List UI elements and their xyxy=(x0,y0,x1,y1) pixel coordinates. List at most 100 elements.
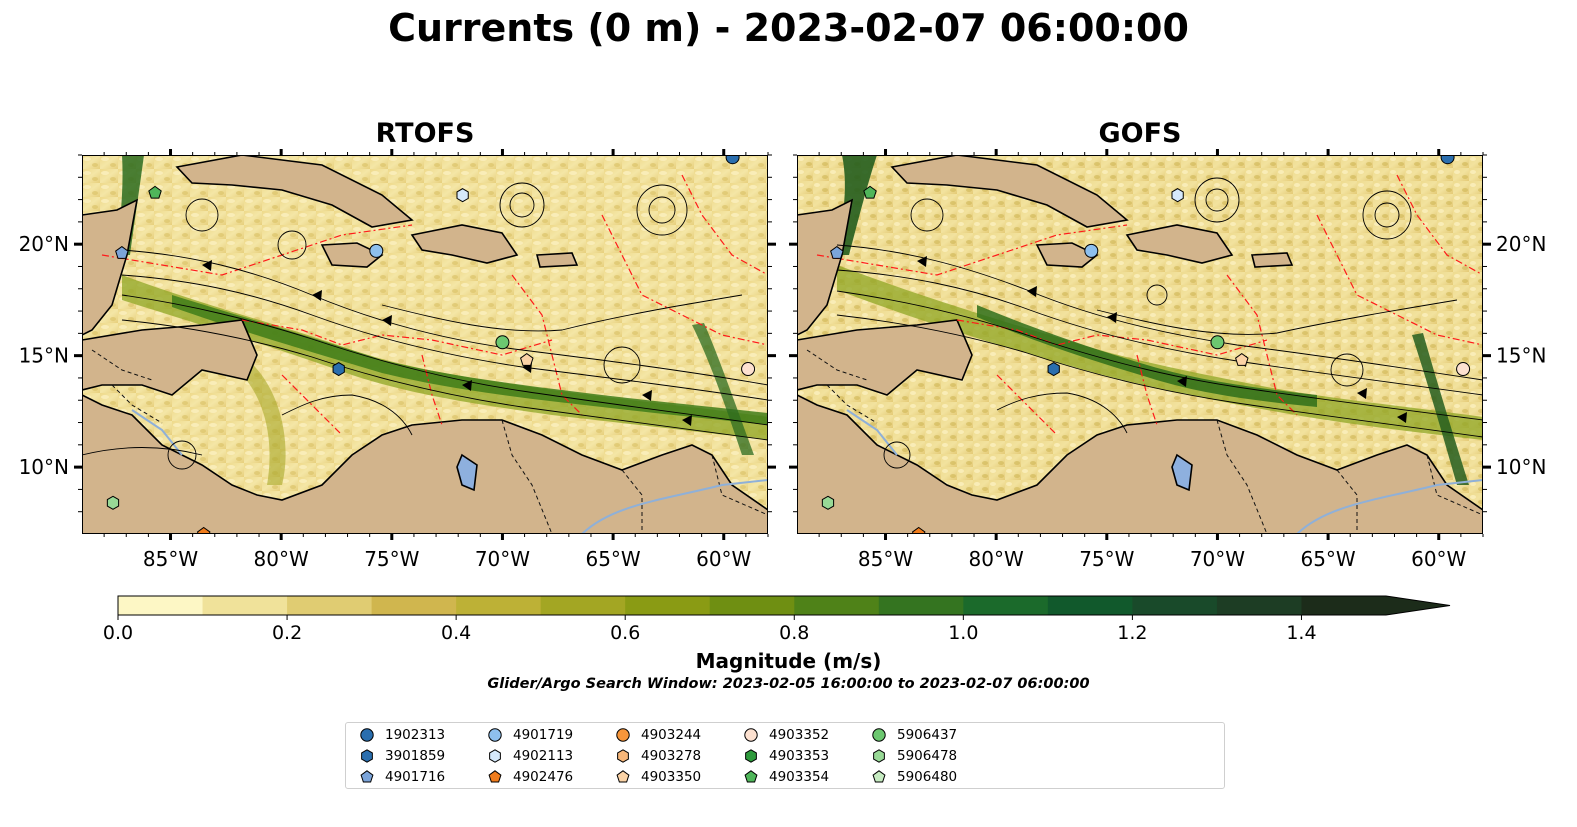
colorbar-segment xyxy=(371,596,457,615)
legend-marker-pentagon xyxy=(744,770,758,783)
streamlines xyxy=(836,177,1483,469)
legend-label: 4903350 xyxy=(641,769,702,785)
float-markers xyxy=(106,155,756,534)
float-marker-3901859 xyxy=(332,361,345,377)
legend-item: 4903350 xyxy=(614,767,701,787)
float-marker-5906478 xyxy=(821,495,835,510)
legend-marker-hexagon xyxy=(361,749,373,763)
legend-marker-circle xyxy=(872,728,886,742)
colorbar-tick-label: 0.0 xyxy=(102,622,134,644)
float-marker-5906437 xyxy=(1210,335,1225,350)
colorbar xyxy=(117,595,1451,620)
rivers xyxy=(846,409,1483,534)
legend-label: 4902113 xyxy=(513,748,574,764)
figure-title: Currents (0 m) - 2023-02-07 06:00:00 xyxy=(388,6,1189,50)
lon-tick-label: 85°W xyxy=(858,547,913,571)
lon-tick-label: 70°W xyxy=(475,547,530,571)
legend-item: 4901716 xyxy=(358,767,445,787)
colorbar-segment xyxy=(456,596,542,615)
legend-item: 5906478 xyxy=(870,746,957,766)
colorbar-tick-label: 0.2 xyxy=(271,622,303,644)
float-marker-4902476 xyxy=(196,526,211,534)
streamlines xyxy=(82,182,768,470)
legend-label: 5906480 xyxy=(897,769,958,785)
legend-label: 5906478 xyxy=(897,748,958,764)
legend-label: 4901716 xyxy=(385,769,446,785)
legend-label: 4903278 xyxy=(641,748,702,764)
legend-marker-pentagon xyxy=(488,770,502,783)
legend-item: 4901719 xyxy=(486,725,573,745)
float-marker-1902313 xyxy=(1440,155,1455,165)
lon-tick-label: 60°W xyxy=(696,547,751,571)
colorbar-segment xyxy=(963,596,1049,615)
colorbar-tick-label: 0.4 xyxy=(441,622,472,644)
lat-tick-label: 10°N xyxy=(19,455,69,479)
legend-marker-hexagon xyxy=(873,749,885,763)
float-marker-3901859 xyxy=(1047,361,1060,377)
lon-tick-label: 70°W xyxy=(1190,547,1245,571)
float-marker-5906478 xyxy=(106,495,120,510)
legend-marker-hexagon xyxy=(489,749,501,763)
legend-label: 1902313 xyxy=(385,727,446,743)
lon-tick-label: 75°W xyxy=(1079,547,1134,571)
legend-label: 4903354 xyxy=(769,769,830,785)
float-marker-4903350 xyxy=(520,352,534,366)
lon-tick-label: 80°W xyxy=(254,547,309,571)
float-marker-5906437 xyxy=(495,335,510,350)
legend-marker-circle xyxy=(360,728,374,742)
colorbar-segment xyxy=(118,596,204,615)
colorbar-tick-label: 1.4 xyxy=(1286,622,1317,644)
float-marker-4902113 xyxy=(456,188,469,203)
legend-item: 5906480 xyxy=(870,767,957,787)
legend-marker-circle xyxy=(744,728,758,742)
legend-marker-pentagon xyxy=(360,770,374,783)
float-marker-4901719 xyxy=(1084,243,1099,258)
float-legend: 1902313 3901859 4901716 4901719 4902113 49024… xyxy=(345,722,1225,789)
float-markers xyxy=(821,155,1471,534)
colorbar-segment xyxy=(1047,596,1133,615)
colorbar-extend-arrow xyxy=(1386,596,1450,615)
map-frame xyxy=(82,155,768,534)
legend-marker-circle xyxy=(616,728,630,742)
rivers xyxy=(131,409,768,534)
colorbar-tick-label: 0.8 xyxy=(779,622,810,644)
land-layer xyxy=(797,155,1483,534)
legend-label: 3901859 xyxy=(385,748,446,764)
float-marker-1902313 xyxy=(725,155,740,165)
panel-title-gofs: GOFS xyxy=(1098,118,1182,149)
country-borders xyxy=(91,349,768,534)
float-marker-4903354 xyxy=(148,185,162,199)
legend-marker-hexagon xyxy=(617,749,629,763)
colorbar-segment xyxy=(794,596,880,615)
lon-tick-label: 80°W xyxy=(969,547,1024,571)
legend-item: 4902476 xyxy=(486,767,573,787)
eez-boundaries xyxy=(816,174,1483,436)
legend-item: 4903244 xyxy=(614,725,701,745)
legend-label: 4903352 xyxy=(769,727,830,743)
float-marker-4903352 xyxy=(1456,362,1471,377)
legend-marker-pentagon xyxy=(616,770,630,783)
lon-tick-label: 65°W xyxy=(585,547,640,571)
legend-marker-hexagon xyxy=(745,749,757,763)
legend-item: 1902313 xyxy=(358,725,445,745)
legend-label: 5906437 xyxy=(897,727,958,743)
legend-item: 4903352 xyxy=(742,725,829,745)
float-marker-4903354 xyxy=(863,185,877,199)
colorbar-segment xyxy=(1301,596,1387,615)
legend-item: 3901859 xyxy=(358,746,445,766)
lon-tick-label: 65°W xyxy=(1300,547,1355,571)
colorbar-segment xyxy=(709,596,795,615)
float-marker-4901719 xyxy=(369,243,384,258)
legend-label: 4901719 xyxy=(513,727,574,743)
lat-tick-label: 20°N xyxy=(19,232,69,256)
search-window-text: Glider/Argo Search Window: 2023-02-05 16… xyxy=(487,676,1090,692)
float-marker-4903352 xyxy=(741,362,756,377)
legend-item: 4903353 xyxy=(742,746,829,766)
land-layer xyxy=(82,155,768,534)
float-marker-4902113 xyxy=(1171,188,1184,203)
colorbar-segment xyxy=(1132,596,1218,615)
float-marker-4902476 xyxy=(911,526,926,534)
colorbar-tick-label: 1.2 xyxy=(1117,622,1148,644)
float-marker-4901716 xyxy=(830,245,844,259)
colorbar-label: Magnitude (m/s) xyxy=(695,649,882,673)
